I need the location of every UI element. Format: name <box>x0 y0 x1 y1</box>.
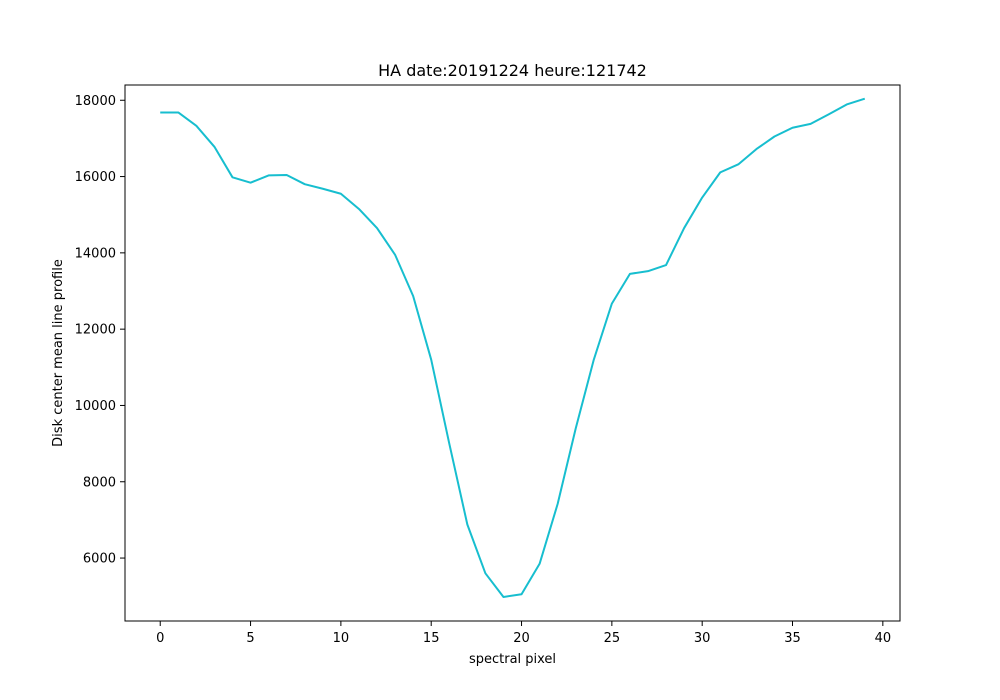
x-tick-label: 40 <box>875 631 892 646</box>
x-axis: 0 5 10 15 20 25 30 35 40 <box>156 621 891 646</box>
series-layer <box>160 97 866 598</box>
y-tick-label: 8000 <box>83 475 116 490</box>
y-tick-label: 14000 <box>75 246 116 261</box>
x-tick-label: 30 <box>694 631 711 646</box>
x-tick-label: 5 <box>246 631 254 646</box>
y-tick-label: 16000 <box>75 170 116 185</box>
y-tick-label: 10000 <box>75 399 116 414</box>
chart-title: HA date:20191224 heure:121742 <box>378 61 647 80</box>
y-tick-label: 6000 <box>83 552 116 567</box>
x-tick-label: 10 <box>333 631 350 646</box>
y-axis-label: Disk center mean line profile <box>51 259 66 447</box>
y-tick-label: 18000 <box>75 94 116 109</box>
y-tick-label: 12000 <box>75 323 116 338</box>
x-tick-label: 35 <box>784 631 801 646</box>
plot-frame <box>124 84 901 622</box>
y-axis: 6000 8000 10000 12000 14000 16000 18000 <box>75 94 125 567</box>
x-axis-label: spectral pixel <box>469 652 556 667</box>
x-tick-label: 15 <box>423 631 440 646</box>
x-tick-label: 25 <box>604 631 621 646</box>
series-line <box>160 97 866 598</box>
x-tick-label: 20 <box>513 631 530 646</box>
plot-background <box>125 85 900 621</box>
x-tick-label: 0 <box>156 631 164 646</box>
plot-area <box>124 84 901 622</box>
